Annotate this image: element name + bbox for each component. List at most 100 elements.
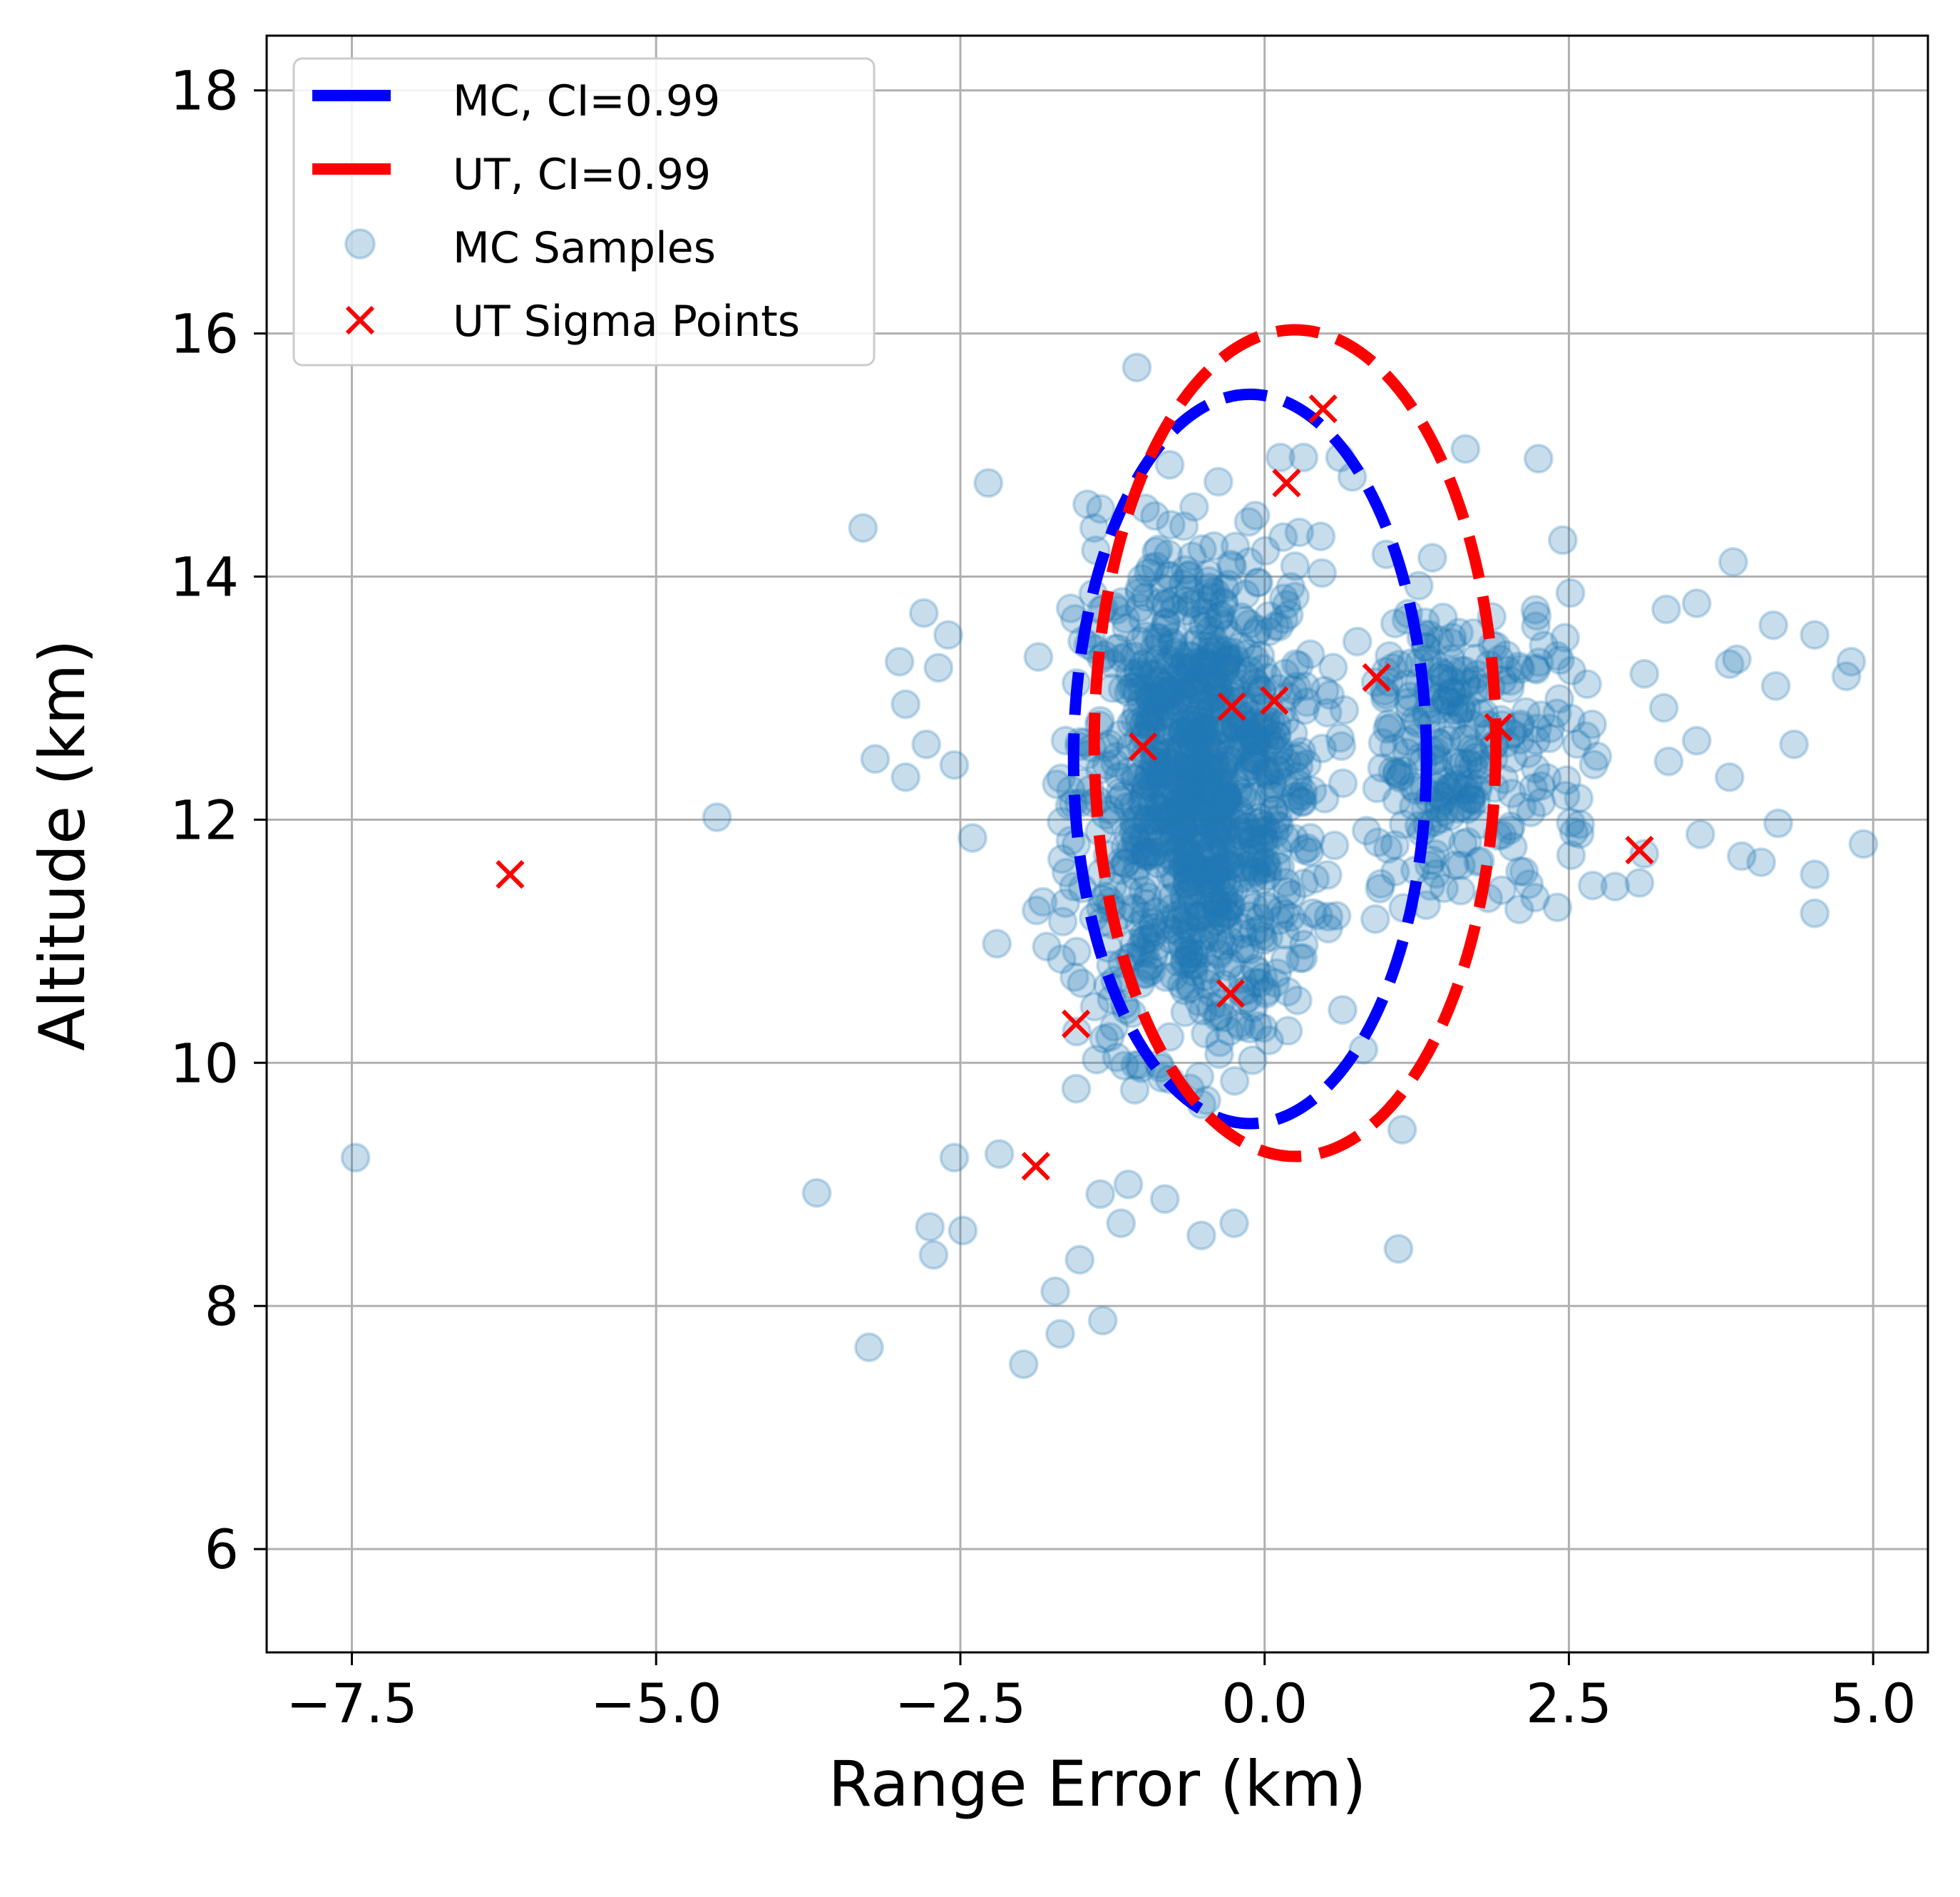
mc-sample-point: [1114, 658, 1145, 689]
mc-sample-point: [1241, 956, 1272, 986]
mc-sample-point: [1758, 610, 1789, 640]
mc-sample-point: [1168, 716, 1199, 747]
mc-sample-point: [1237, 1045, 1268, 1075]
mc-sample-point: [1544, 683, 1575, 714]
mc-sample-point: [1313, 914, 1343, 944]
mc-sample-point: [1193, 777, 1223, 807]
mc-sample-point: [1159, 961, 1189, 992]
mc-sample-point: [1437, 628, 1467, 658]
mc-sample-point: [1179, 747, 1209, 777]
mc-sample-point: [1257, 769, 1288, 799]
mc-sample-point: [1208, 610, 1238, 640]
mc-sample-point: [1529, 630, 1559, 661]
mc-sample-point: [1114, 876, 1144, 906]
mc-sample-point: [1256, 773, 1286, 804]
mc-sample-point: [1230, 934, 1261, 964]
mc-sample-point: [1211, 640, 1241, 670]
mc-sample-point: [1288, 943, 1318, 973]
mc-sample-point: [1315, 680, 1345, 710]
mc-sample-point: [1381, 757, 1412, 787]
mc-sample-point: [1370, 680, 1401, 710]
mc-sample-point: [1157, 628, 1188, 658]
mc-sample-point: [1174, 969, 1205, 1000]
mc-sample-point: [1122, 352, 1152, 383]
mc-sample-point: [1373, 709, 1404, 740]
mc-sample-point: [1198, 662, 1228, 692]
mc-sample-point: [1264, 750, 1295, 780]
mc-sample-point: [1228, 731, 1258, 762]
mc-sample-point: [1226, 815, 1256, 846]
mc-sample-point: [1211, 780, 1242, 811]
mc-sample-point: [1133, 952, 1164, 983]
mc-sample-point: [1216, 850, 1246, 881]
mc-sample-point: [1261, 851, 1292, 881]
mc-sample-point: [1173, 652, 1204, 682]
mc-sample-point: [1253, 853, 1283, 884]
mc-sample-point: [1215, 891, 1246, 921]
mc-sample-point: [1526, 771, 1556, 802]
mc-sample-point: [1234, 609, 1265, 640]
mc-sample-point: [1178, 788, 1209, 819]
mc-sample-point: [1276, 571, 1306, 602]
mc-sample-point: [1271, 823, 1301, 854]
mc-sample-point: [1170, 752, 1201, 782]
mc-sample-point: [1377, 756, 1408, 787]
mc-sample-point: [1215, 673, 1246, 704]
mc-sample-point: [1208, 830, 1238, 861]
x-axis-ticks: −7.5 −5.0 −2.5 0.0 2.5 5.0: [286, 1652, 1917, 1735]
mc-sample-point: [1194, 834, 1225, 864]
mc-sample-point: [1119, 928, 1149, 958]
mc-sample-point: [1265, 735, 1295, 765]
mc-sample-point: [1521, 725, 1551, 756]
mc-sample-point: [1172, 670, 1203, 700]
mc-sample-point: [1261, 809, 1291, 840]
mc-sample-point: [1149, 650, 1179, 681]
mc-sample-point: [1572, 669, 1603, 700]
mc-sample-point: [1437, 665, 1467, 696]
mc-sample-point: [1172, 868, 1203, 899]
mc-sample-point: [1154, 675, 1184, 705]
mc-sample-point: [933, 620, 963, 650]
mc-sample-point: [1243, 614, 1273, 645]
mc-sample-point: [1447, 792, 1477, 822]
mc-sample-point: [891, 762, 921, 792]
mc-sample-point: [1170, 555, 1201, 586]
mc-sample-point: [1248, 925, 1279, 956]
mc-sample-point: [1164, 833, 1194, 864]
mc-sample-point: [1564, 783, 1594, 814]
mc-sample-point: [1209, 588, 1239, 619]
mc-sample-point: [1199, 857, 1230, 887]
mc-sample-point: [1195, 860, 1226, 891]
mc-sample-point: [1104, 761, 1134, 792]
mc-sample-point: [1448, 774, 1479, 805]
mc-sample-point: [1173, 837, 1204, 867]
mc-sample-point: [1250, 536, 1281, 566]
mc-sample-point: [1152, 737, 1183, 768]
mc-sample-point: [1169, 783, 1200, 814]
mc-sample-point: [1085, 1179, 1116, 1210]
mc-sample-point: [1154, 747, 1184, 777]
mc-sample-point: [1201, 729, 1231, 760]
mc-sample-point: [1213, 783, 1243, 814]
mc-sample-point: [1235, 655, 1266, 686]
mc-sample-point: [1280, 551, 1310, 581]
mc-sample-point: [1288, 929, 1319, 960]
mc-sample-point: [1204, 939, 1234, 970]
mc-sample-point: [1188, 804, 1218, 834]
mc-sample-point: [1061, 1073, 1092, 1104]
mc-sample-point: [1169, 511, 1199, 541]
mc-sample-point: [1079, 513, 1109, 543]
mc-sample-point: [1555, 578, 1586, 608]
mc-sample-point: [1133, 837, 1164, 868]
mc-sample-point: [1209, 750, 1239, 780]
legend-mc-samples-marker: [344, 228, 376, 260]
mc-sample-point: [1360, 904, 1390, 934]
legend-mc-ellipse-label: MC, CI=0.99: [453, 76, 720, 126]
mc-sample-point: [1179, 588, 1210, 618]
mc-sample-point: [1534, 723, 1565, 754]
mc-sample-point: [1180, 754, 1211, 784]
mc-sample-point: [1421, 859, 1452, 889]
mc-sample-point: [1156, 814, 1187, 844]
mc-sample-point: [1223, 774, 1253, 805]
mc-sample-point: [1214, 876, 1245, 907]
